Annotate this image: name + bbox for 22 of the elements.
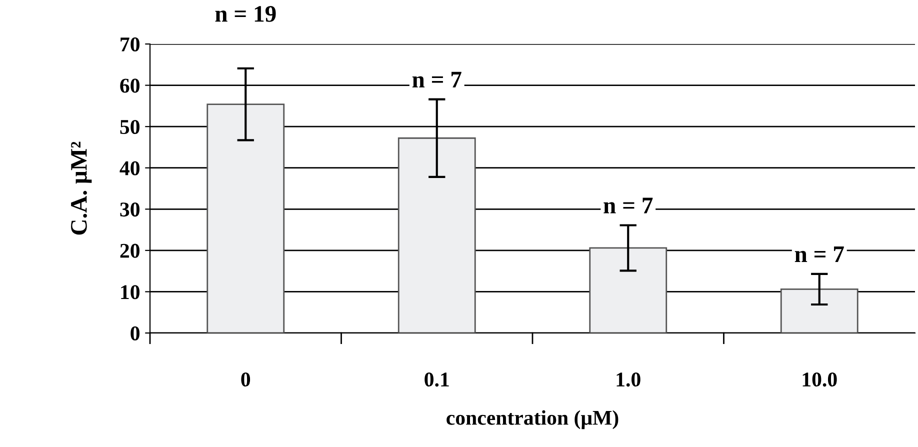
y-tick-label: 0: [130, 326, 140, 340]
x-tick-label: 1.0: [616, 372, 640, 387]
x-tick-label: 0.1: [424, 372, 449, 387]
x-tick-label: 0: [241, 372, 250, 387]
y-tick-label: 70: [120, 37, 140, 52]
annotation: n = 7: [604, 198, 653, 214]
text: n = 19: [215, 6, 276, 22]
x-axis-title: concentration (μM): [446, 410, 618, 430]
x-tick-label: 10.0: [802, 372, 837, 387]
y-tick-label: 50: [120, 120, 140, 134]
y-axis-title: C.A. μM²: [71, 142, 92, 235]
y-tick-label: 40: [120, 161, 140, 176]
y-tick-label: 10: [121, 285, 140, 300]
bar: [589, 247, 668, 333]
y-tick-label: 60: [120, 78, 140, 93]
y-tick-label: 20: [120, 244, 140, 258]
annotation: n = 7: [794, 246, 844, 262]
y-tick-label: 30: [120, 202, 140, 217]
annotation: n = 7: [412, 72, 462, 88]
bar: [780, 288, 858, 333]
bar: [398, 137, 476, 333]
bar: [206, 104, 285, 333]
